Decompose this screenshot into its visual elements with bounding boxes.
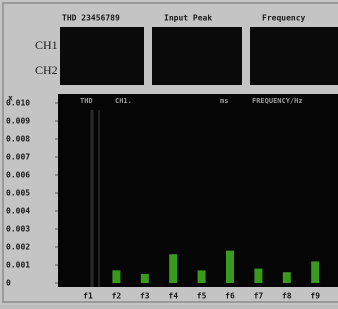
- x-tick-label: f3: [140, 292, 150, 301]
- y-tick-label: 0.004: [6, 207, 30, 216]
- x-tick-label: f4: [168, 292, 178, 301]
- plot-header: FREQUENCY/Hz: [252, 97, 303, 105]
- frequency-label: Frequency: [262, 14, 306, 23]
- bar: [169, 254, 177, 283]
- analyzer-screen: THD 23456789 Input Peak Frequency CH1 CH…: [0, 0, 338, 305]
- thd-label: THD 23456789: [62, 14, 120, 23]
- bar: [283, 272, 291, 283]
- y-tick-label: 0.005: [6, 189, 30, 198]
- y-tick-label: 0.001: [6, 261, 30, 270]
- bar: [226, 251, 234, 283]
- x-tick-label: f9: [310, 292, 320, 301]
- y-tick-label: 0.002: [6, 243, 30, 252]
- x-tick-label: f7: [254, 292, 264, 301]
- y-tick-label: 0.008: [6, 135, 30, 144]
- bar: [141, 274, 149, 283]
- channel-label: CH1: [35, 38, 58, 52]
- y-tick-label: 0: [6, 279, 11, 288]
- input-peak-label: Input Peak: [164, 14, 212, 23]
- thd-display: [60, 27, 144, 85]
- x-tick-label: f5: [197, 292, 207, 301]
- bar: [112, 270, 120, 283]
- x-tick-label: f1: [83, 292, 93, 301]
- y-tick-label: 0.006: [6, 171, 30, 180]
- x-tick-label: f8: [282, 292, 292, 301]
- y-tick-label: 0.003: [6, 225, 30, 234]
- plot-header: CH1.: [115, 97, 132, 105]
- y-tick-label: 0.009: [6, 117, 30, 126]
- y-tick-label: 0.007: [6, 153, 30, 162]
- channel-label: CH2: [35, 63, 58, 77]
- x-tick-label: f6: [225, 292, 235, 301]
- page: {"header": {"thd": "THD 23456789", "inpu…: [0, 0, 338, 305]
- input-peak-display: [152, 27, 242, 85]
- frequency-display: [250, 27, 338, 85]
- y-tick-label: 0.010: [6, 99, 30, 108]
- plot-header: ms: [220, 97, 228, 105]
- bar: [198, 270, 206, 283]
- bar: [254, 269, 262, 283]
- plot-header: THD: [80, 97, 93, 105]
- bar: [311, 261, 319, 283]
- x-tick-label: f2: [112, 292, 122, 301]
